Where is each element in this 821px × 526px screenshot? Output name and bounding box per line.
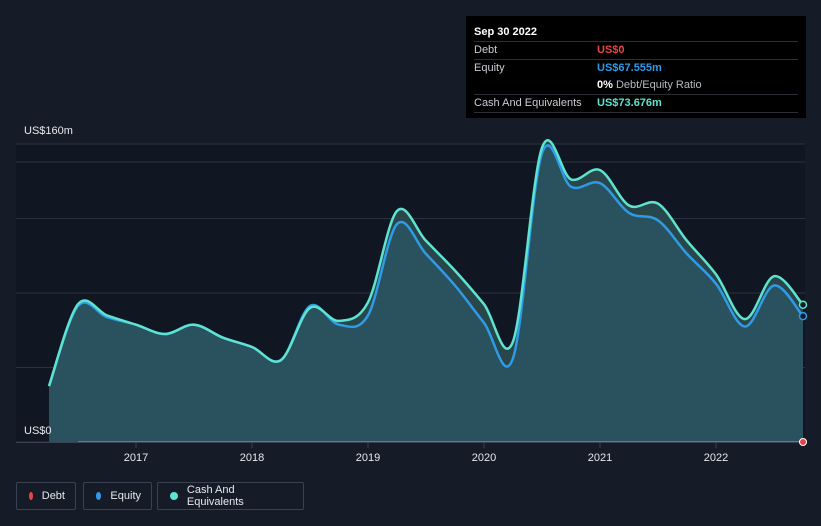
- series-areas: [49, 140, 803, 443]
- x-axis-ticks: 2017 2018 2019 2020 2021 2022: [16, 442, 805, 464]
- tooltip-panel: Sep 30 2022 Debt US$0 Equity US$67.555m …: [466, 16, 806, 118]
- debt-end-marker: [799, 438, 807, 446]
- equity-end-marker: [798, 311, 808, 321]
- legend-item-cash[interactable]: Cash And Equivalents: [157, 482, 304, 510]
- cash-end-marker: [798, 300, 808, 310]
- legend-label: Cash And Equivalents: [186, 484, 244, 508]
- tooltip-label: Equity: [474, 62, 505, 74]
- legend-item-equity[interactable]: Equity: [83, 482, 152, 510]
- tooltip-value: US$73.676m: [597, 97, 662, 109]
- tooltip-row-debt: Debt US$0: [474, 41, 798, 59]
- x-tick-label: 2019: [356, 452, 380, 464]
- tooltip-row-cash: Cash And Equivalents US$73.676m: [474, 94, 798, 113]
- legend-dot-icon: [96, 492, 102, 500]
- x-tick-label: 2021: [588, 452, 612, 464]
- tooltip-label: [474, 77, 597, 94]
- legend-item-debt[interactable]: Debt: [16, 482, 76, 510]
- tooltip-value: US$0: [597, 44, 625, 56]
- legend-dot-icon: [170, 492, 178, 500]
- x-tick-label: 2020: [472, 452, 496, 464]
- tooltip-label: Cash And Equivalents: [474, 97, 582, 109]
- tooltip-label: Debt: [474, 44, 498, 56]
- x-tick-label: 2022: [704, 452, 728, 464]
- end-markers: [798, 300, 808, 446]
- legend-label: Equity: [110, 490, 141, 502]
- equity-area: [49, 145, 803, 442]
- tooltip-subtext: Debt/Equity Ratio: [615, 79, 702, 91]
- tooltip-row-ratio: 0% Debt/Equity Ratio: [474, 77, 798, 94]
- legend-dot-icon: [29, 492, 33, 500]
- legend-label: Debt: [41, 490, 65, 502]
- y-axis-zero-label: US$0: [24, 425, 52, 437]
- tooltip-row-equity: Equity US$67.555m: [474, 59, 798, 77]
- cash-line: [47, 139, 804, 387]
- x-tick-label: 2017: [124, 452, 148, 464]
- tooltip-date: Sep 30 2022: [474, 26, 537, 38]
- tooltip-value: 0%: [597, 79, 613, 91]
- x-tick-label: 2018: [240, 452, 264, 464]
- y-axis-top-label: US$160m: [24, 125, 73, 137]
- tooltip-value: US$67.555m: [597, 62, 662, 74]
